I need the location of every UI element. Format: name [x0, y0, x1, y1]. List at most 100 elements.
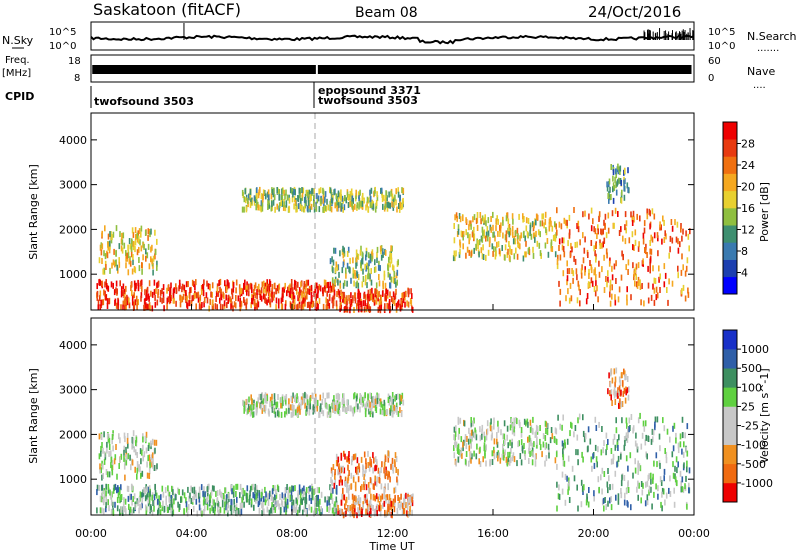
heatmap-cell	[627, 167, 629, 174]
heatmap-cell	[520, 439, 523, 446]
heatmap-cell	[660, 224, 662, 231]
heatmap-cell	[101, 484, 103, 491]
heatmap-cell	[233, 507, 235, 514]
heatmap-cell	[368, 511, 371, 518]
heatmap-cell	[249, 494, 251, 501]
heatmap-cell	[620, 480, 623, 487]
heatmap-cell	[112, 510, 115, 516]
heatmap-cell	[154, 301, 157, 308]
freq-unit-label: [MHz]	[2, 68, 31, 79]
heatmap-cell	[261, 502, 263, 509]
colorbar-swatch	[723, 482, 737, 503]
heatmap-cell	[265, 491, 267, 498]
heatmap-cell	[679, 441, 682, 448]
heatmap-cell	[265, 282, 267, 289]
heatmap-cell	[276, 187, 278, 193]
heatmap-cell	[510, 447, 512, 454]
heatmap-cell	[110, 281, 113, 288]
heatmap-cell	[357, 282, 360, 289]
heatmap-cell	[243, 206, 245, 213]
heatmap-cell	[219, 297, 221, 304]
heatmap-cell	[473, 214, 476, 221]
heatmap-cell	[334, 501, 336, 508]
heatmap-cell	[378, 290, 380, 297]
heatmap-cell	[271, 296, 273, 303]
heatmap-cell	[615, 182, 617, 189]
heatmap-cell	[354, 203, 356, 210]
heatmap-cell	[292, 505, 295, 512]
heatmap-cell	[274, 485, 276, 492]
heatmap-cell	[390, 401, 393, 408]
heatmap-cell	[360, 245, 362, 252]
heatmap-cell	[459, 216, 462, 223]
heatmap-cell	[304, 193, 307, 200]
heatmap-cell	[350, 483, 353, 490]
heatmap-cell	[346, 191, 349, 198]
heatmap-cell	[399, 393, 401, 400]
heatmap-cell	[313, 200, 315, 207]
heatmap-cell	[377, 264, 380, 271]
heatmap-cell	[387, 397, 390, 403]
heatmap-cell	[139, 491, 142, 498]
heatmap-cell	[315, 396, 317, 403]
heatmap-cell	[316, 302, 319, 309]
heatmap-cell	[644, 500, 647, 507]
heatmap-cell	[639, 465, 642, 472]
heatmap-cell	[140, 231, 142, 238]
heatmap-cell	[235, 287, 237, 294]
heatmap-cell	[191, 295, 194, 302]
heatmap-cell	[597, 446, 599, 453]
heatmap-cell	[106, 433, 109, 439]
heatmap-cell	[587, 501, 590, 508]
heatmap-cell	[646, 208, 648, 215]
heatmap-cell	[153, 279, 156, 286]
heatmap-cell	[378, 305, 381, 312]
heatmap-cell	[336, 265, 339, 272]
heatmap-cell	[368, 273, 370, 280]
heatmap-cell	[404, 294, 406, 301]
heatmap-cell	[380, 187, 382, 194]
heatmap-cell	[674, 476, 677, 483]
heatmap-cell	[394, 494, 396, 501]
heatmap-cell	[330, 477, 332, 483]
heatmap-cell	[253, 504, 255, 511]
heatmap-cell	[235, 279, 238, 286]
heatmap-cell	[131, 240, 133, 246]
heatmap-cell	[575, 268, 578, 275]
heatmap-cell	[216, 283, 219, 290]
heatmap-cell	[627, 432, 629, 439]
heatmap-cell	[241, 206, 244, 213]
heatmap-cell	[362, 268, 364, 275]
heatmap-cell	[265, 395, 267, 402]
heatmap-cell	[557, 414, 559, 421]
heatmap-cell	[529, 224, 532, 231]
heatmap-cell	[383, 270, 386, 277]
heatmap-cell	[166, 287, 168, 294]
heatmap-cell	[382, 248, 384, 255]
heatmap-cell	[287, 403, 290, 410]
heatmap-cell	[392, 297, 394, 304]
heatmap-cell	[109, 267, 111, 274]
heatmap-cell	[388, 471, 390, 478]
heatmap-cell	[311, 187, 313, 194]
heatmap-cell	[132, 254, 134, 260]
heatmap-cell	[566, 219, 568, 226]
heatmap-cell	[262, 293, 265, 300]
heatmap-cell	[352, 295, 354, 302]
heatmap-cell	[241, 189, 244, 196]
heatmap-cell	[544, 443, 547, 450]
heatmap-cell	[332, 402, 335, 408]
heatmap-cell	[285, 408, 288, 415]
heatmap-cell	[250, 302, 252, 309]
heatmap-cell	[119, 280, 121, 287]
heatmap-cell	[457, 228, 460, 235]
heatmap-cell	[674, 473, 676, 480]
heatmap-cell	[566, 275, 569, 282]
heatmap-cell	[676, 221, 679, 228]
y-tick-label: 3000	[59, 384, 87, 397]
heatmap-cell	[389, 202, 392, 209]
heatmap-cell	[380, 295, 382, 302]
heatmap-cell	[147, 492, 149, 499]
heatmap-cell	[374, 266, 377, 273]
heatmap-cell	[246, 298, 248, 305]
